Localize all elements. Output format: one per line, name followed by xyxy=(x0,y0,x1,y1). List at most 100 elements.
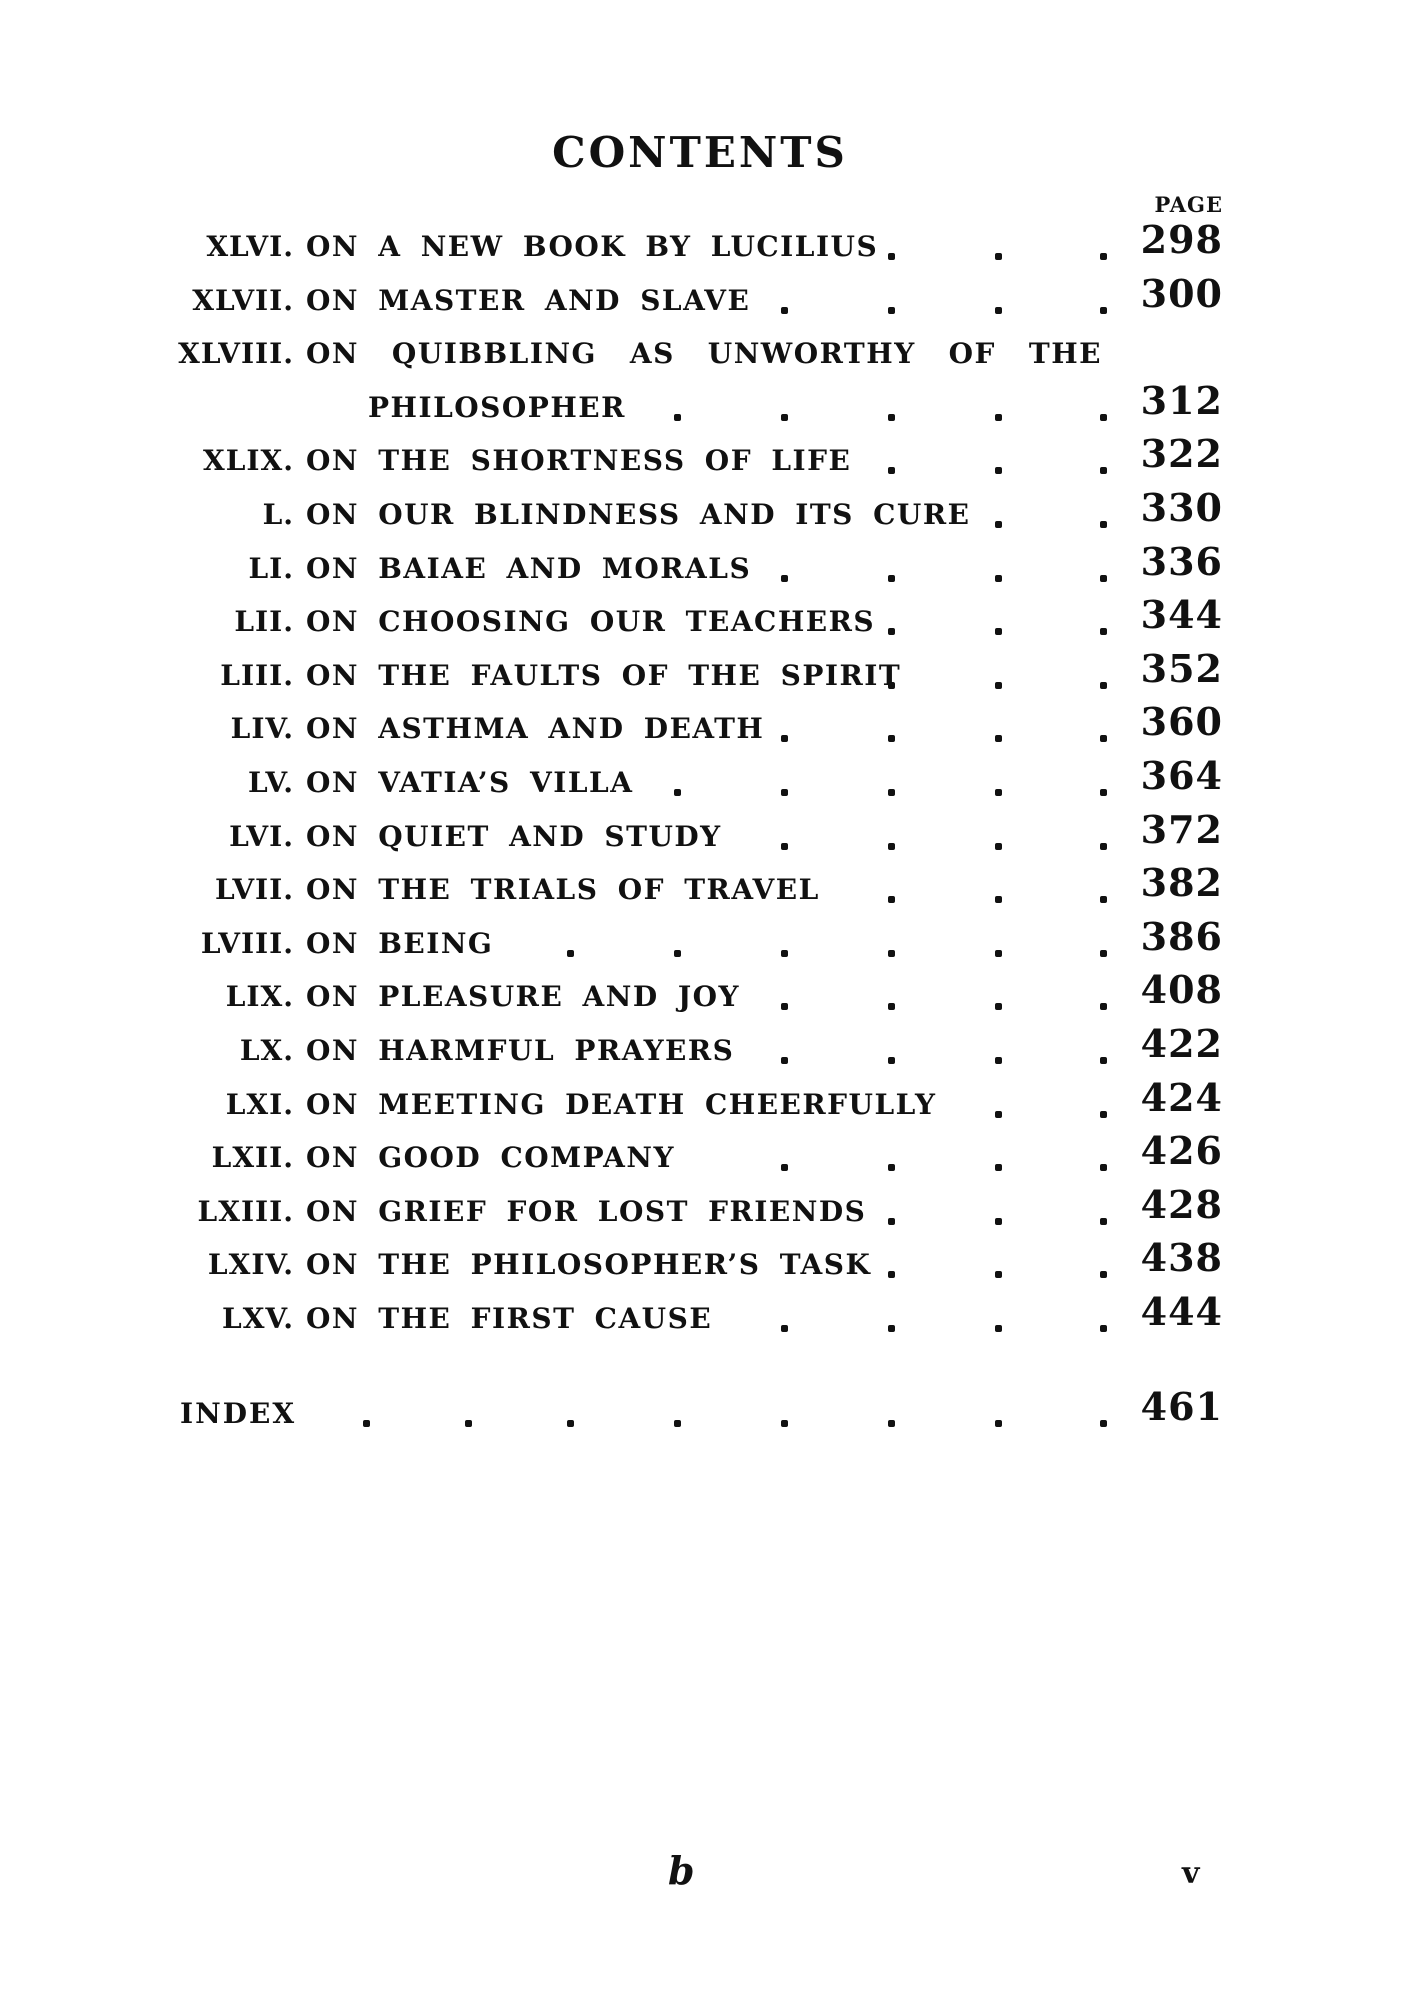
leader-dot xyxy=(888,307,895,314)
leader-dot xyxy=(674,789,681,796)
leader-dot xyxy=(781,1164,788,1171)
leader-dot xyxy=(995,1218,1002,1225)
leader-dot xyxy=(995,735,1002,742)
leader-dot xyxy=(888,1325,895,1332)
entry-numeral: XLVIII. xyxy=(178,337,294,370)
entry-title: ON VATIA’S VILLA xyxy=(306,766,634,799)
leader-dot xyxy=(995,467,1002,474)
entry-page-number: 298 xyxy=(1140,217,1223,262)
leader-dot xyxy=(1100,843,1107,850)
leader-dot xyxy=(995,628,1002,635)
entry-numeral: LVIII. xyxy=(200,927,294,960)
entry-title: ON ASTHMA AND DEATH xyxy=(306,712,765,745)
toc-row: XLVII. ON MASTER AND SLAVE 300 xyxy=(0,275,1404,326)
toc-row: LXIII. ON GRIEF FOR LOST FRIENDS 428 xyxy=(0,1186,1404,1237)
leader-dot xyxy=(1100,950,1107,957)
entry-page-number: 344 xyxy=(1140,592,1223,637)
toc-row: LIX. ON PLEASURE AND JOY 408 xyxy=(0,971,1404,1022)
leader-dot xyxy=(995,950,1002,957)
entry-numeral: LIX. xyxy=(225,980,294,1013)
toc-row: LX. ON HARMFUL PRAYERS 422 xyxy=(0,1025,1404,1076)
page-column-label: PAGE xyxy=(1154,192,1223,217)
leader-dot xyxy=(995,1325,1002,1332)
toc-row: LXII. ON GOOD COMPANY 426 xyxy=(0,1132,1404,1183)
leader-dot xyxy=(1100,735,1107,742)
leader-dot xyxy=(1100,1325,1107,1332)
entry-numeral: LVI. xyxy=(229,820,294,853)
leader-dot xyxy=(1100,1111,1107,1118)
leader-dot xyxy=(1100,1420,1107,1427)
entry-title: ON CHOOSING OUR TEACHERS xyxy=(306,605,876,638)
leader-dot xyxy=(781,1325,788,1332)
entry-title-continuation: PHILOSOPHER xyxy=(368,391,626,424)
entry-title: ON BAIAE AND MORALS xyxy=(306,552,752,585)
leader-dot xyxy=(781,843,788,850)
entry-numeral: LX. xyxy=(239,1034,294,1067)
entry-title: ON MASTER AND SLAVE xyxy=(306,284,751,317)
entry-title: ON THE FAULTS OF THE SPIRIT xyxy=(306,659,902,692)
leader-dot xyxy=(888,896,895,903)
leader-dot xyxy=(1100,1164,1107,1171)
folio-page-number: v xyxy=(1182,1856,1200,1891)
leader-dot xyxy=(888,1420,895,1427)
leader-dot xyxy=(888,1057,895,1064)
entry-numeral: LXIV. xyxy=(207,1248,294,1281)
leader-dot xyxy=(1100,521,1107,528)
entry-page-number: 364 xyxy=(1140,753,1223,798)
entry-page-number: 352 xyxy=(1140,646,1223,691)
entry-page-number: 382 xyxy=(1140,860,1223,905)
entry-numeral: XLIX. xyxy=(203,444,294,477)
entry-numeral: LV. xyxy=(248,766,294,799)
leader-dot xyxy=(567,950,574,957)
signature-mark: b xyxy=(668,1848,695,1893)
leader-dot xyxy=(995,682,1002,689)
entry-page-number: 300 xyxy=(1140,271,1223,316)
toc-row: XLIX. ON THE SHORTNESS OF LIFE 322 xyxy=(0,435,1404,486)
entry-numeral: LIV. xyxy=(230,712,294,745)
leader-dot xyxy=(1100,467,1107,474)
leader-dot xyxy=(1100,628,1107,635)
toc-row: LI. ON BAIAE AND MORALS 336 xyxy=(0,543,1404,594)
toc-row: LIV. ON ASTHMA AND DEATH 360 xyxy=(0,703,1404,754)
entry-page-number: 312 xyxy=(1140,378,1223,423)
leader-dot xyxy=(781,789,788,796)
toc-row: LIII. ON THE FAULTS OF THE SPIRIT 352 xyxy=(0,650,1404,701)
entry-page-number: 386 xyxy=(1140,914,1223,959)
leader-dot xyxy=(1100,1271,1107,1278)
entry-title: ON A NEW BOOK BY LUCILIUS xyxy=(306,230,879,263)
leader-dot xyxy=(781,1003,788,1010)
entry-page-number: 461 xyxy=(1140,1384,1223,1429)
toc-row: PHILOSOPHER 312 xyxy=(0,382,1404,433)
leader-dot xyxy=(888,575,895,582)
leader-dot xyxy=(781,735,788,742)
entry-page-number: 322 xyxy=(1140,431,1223,476)
leader-dot xyxy=(995,896,1002,903)
leader-dot xyxy=(995,1164,1002,1171)
leader-dot xyxy=(363,1420,370,1427)
leader-dot xyxy=(888,628,895,635)
entry-page-number: 330 xyxy=(1140,485,1223,530)
entry-title: ON THE TRIALS OF TRAVEL xyxy=(306,873,820,906)
entry-numeral: LXI. xyxy=(225,1088,294,1121)
leader-dot xyxy=(888,789,895,796)
leader-dot xyxy=(1100,1218,1107,1225)
entry-page-number: 336 xyxy=(1140,539,1223,584)
leader-dot xyxy=(781,414,788,421)
leader-dot xyxy=(1100,896,1107,903)
leader-dot xyxy=(1100,414,1107,421)
leader-dot xyxy=(995,253,1002,260)
leader-dot xyxy=(888,1164,895,1171)
leader-dot xyxy=(888,414,895,421)
entry-page-number: 426 xyxy=(1140,1128,1223,1173)
leader-dot xyxy=(888,682,895,689)
entry-title: ON MEETING DEATH CHEERFULLY xyxy=(306,1088,937,1121)
leader-dot xyxy=(995,1111,1002,1118)
leader-dot xyxy=(781,307,788,314)
leader-dot xyxy=(888,1271,895,1278)
entry-page-number: 444 xyxy=(1140,1289,1223,1334)
leader-dot xyxy=(1100,1057,1107,1064)
entry-numeral: LIII. xyxy=(220,659,294,692)
entry-page-number: 438 xyxy=(1140,1235,1223,1280)
entry-title: ON GOOD COMPANY xyxy=(306,1141,675,1174)
